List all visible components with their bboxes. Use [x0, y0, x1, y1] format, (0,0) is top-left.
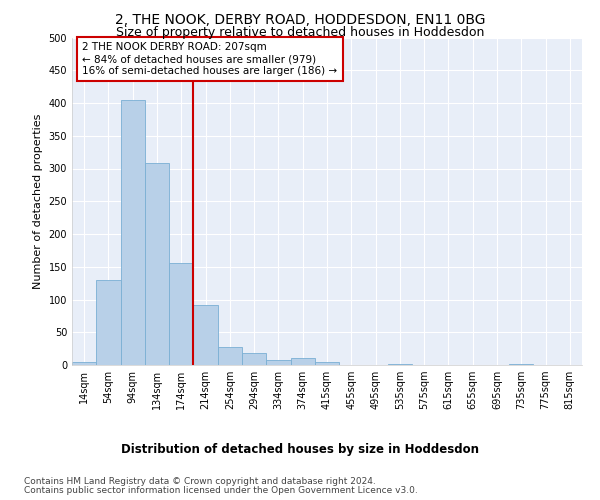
Text: Contains HM Land Registry data © Crown copyright and database right 2024.: Contains HM Land Registry data © Crown c…: [24, 478, 376, 486]
Bar: [169, 264, 193, 365]
Bar: [193, 304, 218, 365]
Bar: [509, 364, 533, 365]
Text: 2, THE NOOK, DERBY ROAD, HODDESDON, EN11 0BG: 2, THE NOOK, DERBY ROAD, HODDESDON, EN11…: [115, 12, 485, 26]
Bar: [266, 360, 290, 365]
Text: Distribution of detached houses by size in Hoddesdon: Distribution of detached houses by size …: [121, 442, 479, 456]
Bar: [72, 362, 96, 365]
Y-axis label: Number of detached properties: Number of detached properties: [33, 114, 43, 289]
Text: Contains public sector information licensed under the Open Government Licence v3: Contains public sector information licen…: [24, 486, 418, 495]
Bar: [242, 352, 266, 365]
Bar: [96, 280, 121, 365]
Bar: [315, 362, 339, 365]
Text: Size of property relative to detached houses in Hoddesdon: Size of property relative to detached ho…: [116, 26, 484, 39]
Bar: [121, 100, 145, 365]
Text: 2 THE NOOK DERBY ROAD: 207sqm
← 84% of detached houses are smaller (979)
16% of : 2 THE NOOK DERBY ROAD: 207sqm ← 84% of d…: [82, 42, 337, 76]
Bar: [218, 346, 242, 365]
Bar: [388, 364, 412, 365]
Bar: [145, 164, 169, 365]
Bar: [290, 358, 315, 365]
